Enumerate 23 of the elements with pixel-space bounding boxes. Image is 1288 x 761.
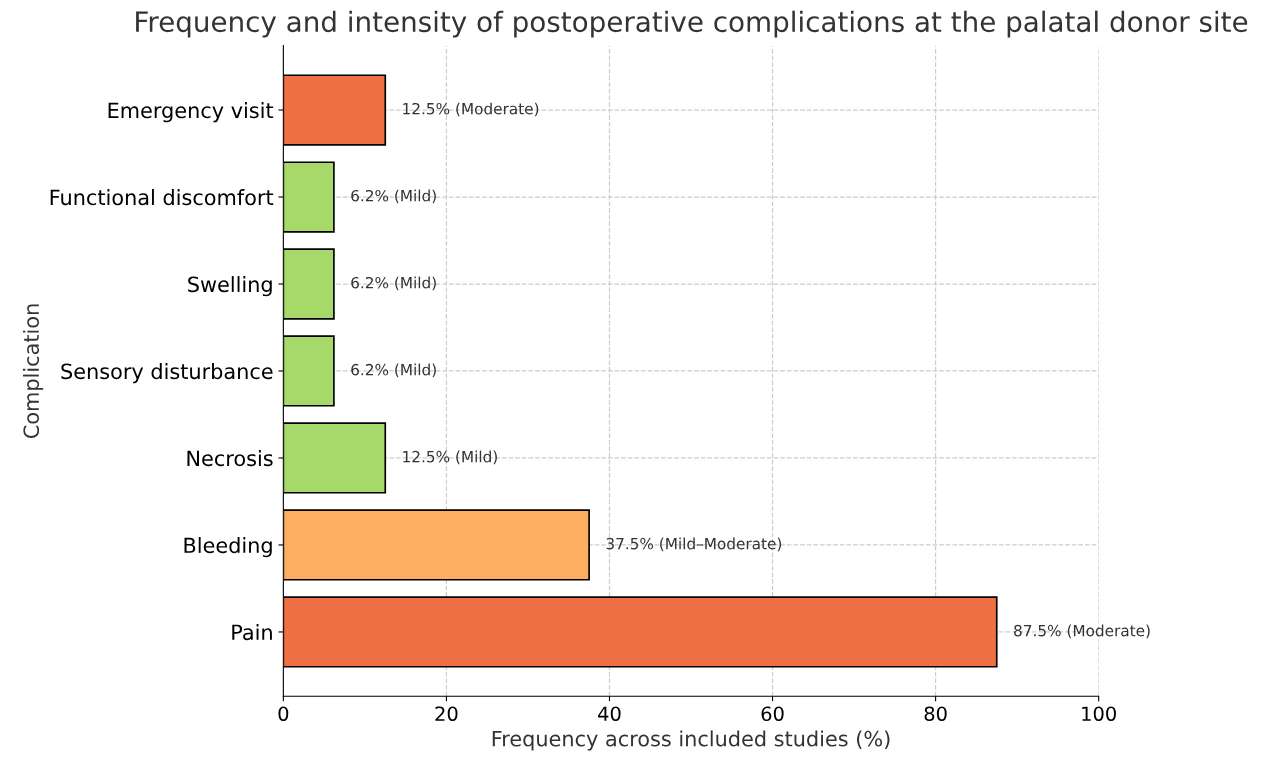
data-label: 6.2% (Mild) [351, 276, 436, 291]
x-tick-label: 100 [1082, 706, 1116, 722]
data-label: 12.5% (Mild) [403, 450, 497, 465]
x-tick-label: 40 [598, 706, 621, 722]
x-tick-label: 80 [924, 706, 947, 722]
data-label: 37.5% (Mild–Moderate) [606, 537, 782, 552]
y-tick-label: Pain [232, 624, 272, 641]
data-label: 6.2% (Mild) [351, 363, 436, 378]
x-tick-label: 60 [761, 706, 784, 722]
x-tick-label: 0 [278, 706, 289, 722]
data-label: 87.5% (Moderate) [1014, 624, 1150, 639]
x-tick-label: 20 [435, 706, 458, 722]
x-axis-title: Frequency across included studies (%) [492, 730, 890, 751]
y-tick-label: Sensory disturbance [61, 363, 273, 384]
y-tick-label: Swelling [188, 276, 272, 297]
y-axis-title: Complication [22, 304, 44, 439]
chart-title: Frequency and intensity of postoperative complications at the palatal donor site [136, 10, 1248, 38]
y-tick-label: Bleeding [184, 537, 272, 558]
data-label: 6.2% (Mild) [351, 189, 436, 204]
y-tick-label: Necrosis [187, 450, 273, 467]
data-label: 12.5% (Moderate) [403, 102, 539, 117]
y-tick-label: Functional discomfort [50, 189, 274, 206]
y-tick-label: Emergency visit [108, 102, 274, 123]
